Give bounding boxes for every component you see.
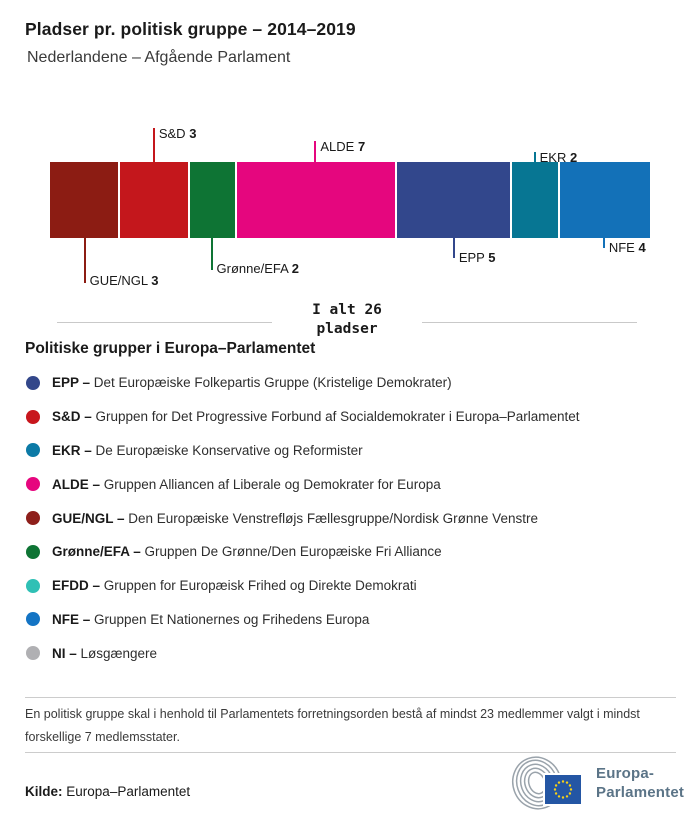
source-line: Kilde: Europa–Parlamentet <box>25 784 190 799</box>
seats-stacked-bar <box>50 162 651 238</box>
legend-label-nfe: NFE – Gruppen Et Nationernes og Friheden… <box>52 611 370 627</box>
source-text: Europa–Parlamentet <box>66 784 191 799</box>
ep-logo-line2: Parlamentet <box>596 784 685 801</box>
footnote-text: En politisk gruppe skal i henhold til Pa… <box>25 707 640 744</box>
legend-label-efdd: EFDD – Gruppen for Europæisk Frihed og D… <box>52 578 417 594</box>
legend-item-epp: EPP – Det Europæiske Folkepartis Gruppe … <box>26 366 686 400</box>
legend-dot-s-d <box>26 409 40 424</box>
bar-leader-epp <box>452 238 455 258</box>
legend-title: Politiske grupper i Europa–Parlamentet <box>25 340 316 357</box>
page-title: Pladser pr. politisk gruppe – 2014–2019 <box>25 19 356 39</box>
legend-item-gr-nne-efa: Grønne/EFA – Gruppen De Grønne/Den Europ… <box>26 535 686 569</box>
legend-dot-epp <box>26 375 40 390</box>
legend-dot-gr-nne-efa <box>26 544 40 559</box>
bar-segment-gue-ngl <box>50 162 118 238</box>
bar-segment-epp <box>397 162 511 238</box>
legend-dot-ni <box>26 646 40 661</box>
bar-segment-alde <box>236 162 396 238</box>
bar-leader-s-d <box>152 128 155 162</box>
bar-label-epp: EPP 5 <box>458 250 496 265</box>
bar-label-gue-ngl: GUE/NGL 3 <box>89 273 159 288</box>
legend-dot-alde <box>26 477 40 492</box>
total-rule-right <box>422 322 637 323</box>
bar-leader-ekr <box>533 152 536 162</box>
bar-leader-alde <box>314 141 317 162</box>
legend-label-gr-nne-efa: Grønne/EFA – Gruppen De Grønne/Den Europ… <box>52 544 442 560</box>
source-label: Kilde: <box>25 784 63 799</box>
bar-label-ekr: EKR 2 <box>539 150 578 165</box>
bar-segment-ekr <box>512 162 558 238</box>
legend-item-ekr: EKR – De Europæiske Konservative og Refo… <box>26 434 686 468</box>
europa-parlamentet-logo: Europa- Parlamentet <box>507 755 684 811</box>
legend-label-gue-ngl: GUE/NGL – Den Europæiske Venstrefløjs Fæ… <box>52 510 538 526</box>
legend-label-alde: ALDE – Gruppen Alliancen af Liberale og … <box>52 476 441 492</box>
bar-segment-s-d <box>119 162 188 238</box>
page-subtitle: Nederlandene – Afgående Parlament <box>27 49 291 66</box>
legend-dot-nfe <box>26 612 40 627</box>
legend-item-nfe: NFE – Gruppen Et Nationernes og Friheden… <box>26 603 686 637</box>
legend-dot-efdd <box>26 578 40 593</box>
total-seats-line2: pladser <box>316 321 378 337</box>
legend-item-efdd: EFDD – Gruppen for Europæisk Frihed og D… <box>26 569 686 603</box>
legend-label-epp: EPP – Det Europæiske Folkepartis Gruppe … <box>52 375 452 391</box>
legend-label-ekr: EKR – De Europæiske Konservative og Refo… <box>52 442 363 458</box>
legend-list: EPP – Det Europæiske Folkepartis Gruppe … <box>26 366 686 670</box>
total-rule-left <box>57 322 272 323</box>
total-seats-label: I alt 26 pladser <box>272 301 422 339</box>
ep-logo-line1: Europa- <box>596 765 655 782</box>
legend-item-s-d: S&D – Gruppen for Det Progressive Forbun… <box>26 400 686 434</box>
legend-dot-ekr <box>26 443 40 458</box>
footnote-divider-top <box>25 697 676 698</box>
bar-label-nfe: NFE 4 <box>608 240 646 255</box>
bar-leader-nfe <box>602 238 605 248</box>
legend-item-gue-ngl: GUE/NGL – Den Europæiske Venstrefløjs Fæ… <box>26 501 686 535</box>
bar-leader-gr-nne-efa <box>210 238 213 270</box>
ep-hemicycle-flag-icon <box>512 756 583 810</box>
footnote-divider-bottom <box>25 752 676 753</box>
legend-item-alde: ALDE – Gruppen Alliancen af Liberale og … <box>26 467 686 501</box>
total-seats-line1: I alt 26 <box>312 302 382 318</box>
legend-label-ni: NI – Løsgængere <box>52 645 158 661</box>
bar-segment-nfe <box>559 162 651 238</box>
bar-segment-gr-nne-efa <box>189 162 235 238</box>
legend-dot-gue-ngl <box>26 511 40 526</box>
bar-label-s-d: S&D 3 <box>158 126 197 141</box>
ep-logo-text: Europa- Parlamentet <box>596 764 684 811</box>
legend-item-ni: NI – Løsgængere <box>26 636 686 670</box>
bar-label-gr-nne-efa: Grønne/EFA 2 <box>216 261 299 276</box>
legend-label-s-d: S&D – Gruppen for Det Progressive Forbun… <box>52 409 580 425</box>
bar-label-alde: ALDE 7 <box>320 139 366 154</box>
bar-leader-gue-ngl <box>83 238 86 283</box>
